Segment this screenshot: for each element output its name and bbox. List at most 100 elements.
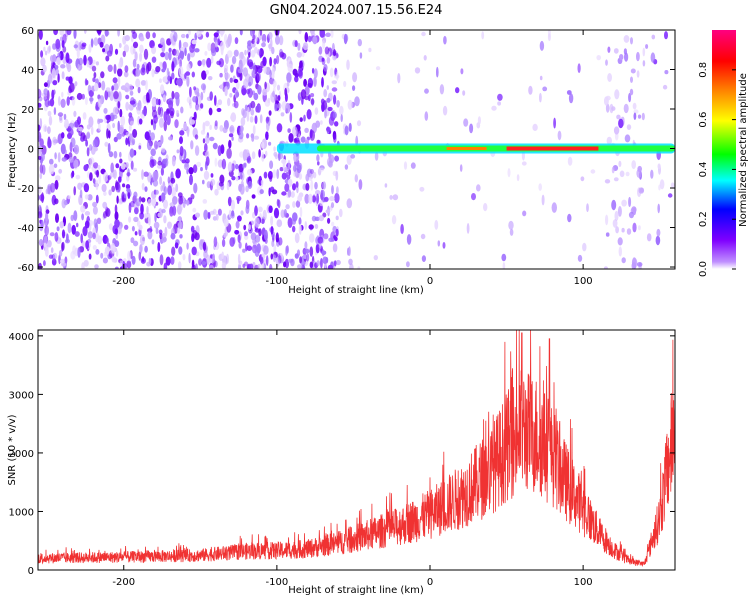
heatmap-cell <box>76 222 79 228</box>
heatmap-cell <box>314 224 319 229</box>
heatmap-cell <box>57 52 61 58</box>
heatmap-cell <box>313 68 318 79</box>
heatmap-cell <box>175 183 179 193</box>
x-tick-label: -100 <box>266 276 289 287</box>
heatmap-cell <box>328 237 334 243</box>
heatmap-cell <box>157 212 162 218</box>
heatmap-cell <box>145 31 151 40</box>
heatmap-cell <box>330 202 335 209</box>
heatmap-cell <box>283 208 287 218</box>
heatmap-cell <box>286 81 290 87</box>
heatmap-cell <box>172 196 178 205</box>
heatmap-cell <box>130 237 135 244</box>
heatmap-cell <box>243 78 249 89</box>
heatmap-cell <box>327 106 333 112</box>
heatmap-cell <box>47 110 52 117</box>
heatmap-cell <box>153 114 158 124</box>
heatmap-cell <box>277 199 281 209</box>
heatmap-cell <box>528 85 533 95</box>
heatmap-cell <box>82 135 88 142</box>
heatmap-cell <box>258 206 263 213</box>
heatmap-cell <box>138 118 143 125</box>
heatmap-cell <box>146 139 152 151</box>
heatmap-cell <box>43 88 48 96</box>
heatmap-cell <box>60 64 66 69</box>
heatmap-cell <box>159 61 163 69</box>
heatmap-cell <box>326 126 331 132</box>
heatmap-cells <box>38 30 675 269</box>
heatmap-cell <box>313 76 317 88</box>
heatmap-cell <box>85 240 89 250</box>
heatmap-cell <box>339 208 343 218</box>
heatmap-cell <box>177 77 183 87</box>
heatmap-cell <box>178 261 182 269</box>
colorbar-scale <box>712 30 736 269</box>
heatmap-cell <box>437 240 441 247</box>
heatmap-cell <box>71 224 76 235</box>
heatmap-cell <box>359 52 363 59</box>
heatmap-cell <box>184 47 187 56</box>
heatmap-cell <box>84 220 90 229</box>
heatmap-cell <box>128 202 132 213</box>
heatmap-cell <box>316 154 320 162</box>
heatmap-cell <box>657 163 661 170</box>
heatmap-cell <box>541 194 545 206</box>
heatmap-cell <box>274 103 278 112</box>
heatmap-cell <box>44 98 50 108</box>
heatmap-cell <box>659 179 665 190</box>
heatmap-cell <box>322 40 326 50</box>
x-tick-label: 100 <box>574 577 593 588</box>
heatmap-cell <box>122 50 127 58</box>
heatmap-cell <box>212 142 218 150</box>
heatmap-cell <box>167 75 171 81</box>
heatmap-cell <box>419 186 425 192</box>
heatmap-cell <box>178 196 184 205</box>
colorbar-ticks: 0.0 0.2 0.4 0.6 0.8 <box>698 62 736 277</box>
heatmap-cell <box>352 72 358 83</box>
heatmap-cell <box>60 98 66 109</box>
heatmap-cell <box>191 246 197 256</box>
heatmap-cell <box>109 90 114 102</box>
heatmap-cell <box>88 44 92 53</box>
heatmap-cell <box>611 166 615 174</box>
heatmap-cell <box>278 237 283 246</box>
heatmap-cell <box>132 167 138 172</box>
heatmap-cell <box>86 60 90 68</box>
heatmap-cell <box>108 223 113 231</box>
heatmap-cell <box>47 126 51 134</box>
heatmap-cell <box>354 174 358 183</box>
heatmap-cell <box>117 30 120 37</box>
heatmap-cell <box>596 55 601 61</box>
heatmap-cell <box>190 193 195 200</box>
heatmap-cell <box>462 90 466 96</box>
heatmap-cell <box>155 98 159 105</box>
x-tick-label: -200 <box>112 577 135 588</box>
heatmap-cell <box>310 93 315 98</box>
heatmap-cell <box>231 55 237 65</box>
heatmap-cell <box>208 107 213 116</box>
heatmap-cell <box>161 147 166 153</box>
heatmap-cell <box>106 128 109 139</box>
heatmap-cell <box>116 133 122 140</box>
heatmap-cell <box>129 120 135 126</box>
heatmap-cell <box>439 84 445 95</box>
heatmap-cell <box>336 186 339 195</box>
heatmap-cell <box>137 100 142 111</box>
heatmap-cell <box>281 191 287 196</box>
heatmap-cell <box>497 93 503 101</box>
heatmap-cell <box>334 192 340 204</box>
heatmap-cell <box>239 30 243 36</box>
heatmap-cell <box>171 187 177 198</box>
heatmap-cell <box>237 253 241 264</box>
heatmap-cell <box>82 112 87 120</box>
heatmap-cell <box>251 69 256 75</box>
heatmap-cell <box>95 231 99 243</box>
heatmap-cell <box>624 52 629 62</box>
heatmap-cell <box>119 260 123 267</box>
heatmap-cell <box>147 61 152 72</box>
heatmap-cell <box>66 233 69 243</box>
heatmap-cell <box>384 183 388 188</box>
heatmap-cell <box>139 52 143 62</box>
heatmap-cell <box>172 205 177 216</box>
heatmap-cell <box>40 57 46 67</box>
